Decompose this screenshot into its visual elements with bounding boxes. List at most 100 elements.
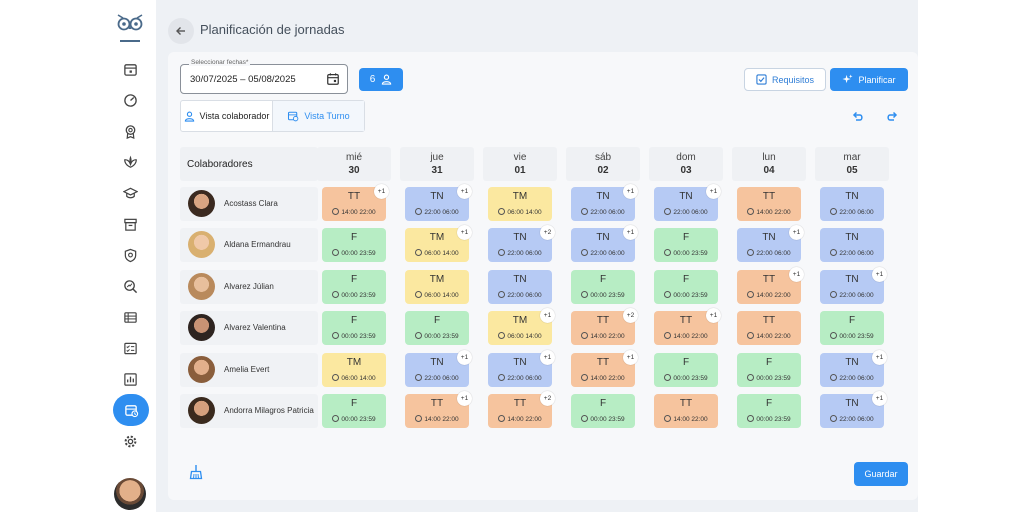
shift-cell[interactable]: F 00:00 23:59 xyxy=(571,394,635,428)
nav-award-icon[interactable] xyxy=(119,120,141,142)
shift-cell[interactable]: TT 14:00 22:00 xyxy=(654,394,718,428)
nav-shield-icon[interactable] xyxy=(119,244,141,266)
shift-badge[interactable]: +1 xyxy=(457,350,472,365)
shift-cell[interactable]: F 00:00 23:59 xyxy=(322,270,386,304)
planificar-button[interactable]: Planificar xyxy=(830,68,908,91)
shift-cell[interactable]: TT 14:00 22:00 +1 xyxy=(571,350,638,387)
nav-training-icon[interactable] xyxy=(119,182,141,204)
shift-cell[interactable]: F 00:00 23:59 xyxy=(322,228,386,262)
tab-vista-colaborador[interactable]: Vista colaborador xyxy=(181,101,273,131)
shift-cell[interactable]: TN 22:00 06:00 +1 xyxy=(737,225,804,262)
calendar-icon[interactable] xyxy=(326,72,340,86)
shift-cell[interactable]: TN 22:00 06:00 +1 xyxy=(571,184,638,221)
collaborator-row[interactable]: Aldana Ermandrau xyxy=(180,228,318,262)
shift-cell[interactable]: F 00:00 23:59 xyxy=(654,353,718,387)
shift-code: TT xyxy=(762,191,776,202)
shift-badge[interactable]: +1 xyxy=(540,308,555,323)
nav-reports-icon[interactable] xyxy=(119,368,141,390)
shift-cell[interactable]: TN 22:00 06:00 +1 xyxy=(488,350,555,387)
shift-cell[interactable]: F 00:00 23:59 xyxy=(322,394,386,428)
shift-code: TN xyxy=(845,398,859,409)
shift-cell[interactable]: TM 06:00 14:00 xyxy=(405,270,469,304)
nav-checklist-icon[interactable] xyxy=(119,337,141,359)
redo-icon[interactable] xyxy=(886,110,900,124)
shift-badge[interactable]: +1 xyxy=(374,184,389,199)
collaborator-row[interactable]: Alvarez Valentina xyxy=(180,311,318,345)
shift-cell[interactable]: TT 14:00 22:00 +2 xyxy=(488,391,555,428)
undo-icon[interactable] xyxy=(850,110,864,124)
shift-badge[interactable]: +1 xyxy=(872,267,887,282)
shift-cell[interactable]: TN 22:00 06:00 +1 xyxy=(405,184,472,221)
nav-archive-icon[interactable] xyxy=(119,213,141,235)
nav-wellness-icon[interactable] xyxy=(119,151,141,173)
shift-badge[interactable]: +1 xyxy=(457,225,472,240)
collaborators-count-button[interactable]: 6 xyxy=(359,68,403,91)
save-button[interactable]: Guardar xyxy=(854,462,908,486)
shift-cell[interactable]: F 00:00 23:59 xyxy=(654,270,718,304)
shift-cell[interactable]: F 00:00 23:59 xyxy=(571,270,635,304)
nav-settings-icon[interactable] xyxy=(119,430,141,452)
nav-dashboard-icon[interactable] xyxy=(119,89,141,111)
shift-code: TN xyxy=(596,191,610,202)
shift-badge[interactable]: +1 xyxy=(706,184,721,199)
shift-cell[interactable]: TN 22:00 06:00 +1 xyxy=(820,391,887,428)
shift-badge[interactable]: +1 xyxy=(457,184,472,199)
nav-search-analytics-icon[interactable] xyxy=(119,275,141,297)
shift-badge[interactable]: +1 xyxy=(789,225,804,240)
shift-badge[interactable]: +2 xyxy=(623,308,638,323)
user-avatar[interactable] xyxy=(114,478,146,510)
shift-cell[interactable]: F 00:00 23:59 xyxy=(737,353,801,387)
shift-cell[interactable]: TN 22:00 06:00 xyxy=(820,228,884,262)
shift-cell[interactable]: TN 22:00 06:00 +1 xyxy=(405,350,472,387)
shift-cell[interactable]: TN 22:00 06:00 +2 xyxy=(488,225,555,262)
nav-calendar-icon[interactable] xyxy=(119,58,141,80)
shift-cell[interactable]: TN 22:00 06:00 +1 xyxy=(571,225,638,262)
date-range-field[interactable]: Seleccionar fechas* 30/07/2025 – 05/08/2… xyxy=(180,59,348,94)
shift-badge[interactable]: +1 xyxy=(623,350,638,365)
shift-cell[interactable]: F 00:00 23:59 xyxy=(654,228,718,262)
broom-icon[interactable] xyxy=(188,464,204,480)
shift-badge[interactable]: +1 xyxy=(540,350,555,365)
shift-cell[interactable]: TM 06:00 14:00 xyxy=(322,353,386,387)
shift-cell[interactable]: TN 22:00 06:00 xyxy=(820,187,884,221)
shift-cell[interactable]: TM 06:00 14:00 xyxy=(488,187,552,221)
requisitos-button[interactable]: Requisitos xyxy=(744,68,826,91)
back-button[interactable] xyxy=(168,18,194,44)
shift-cell[interactable]: TM 06:00 14:00 +1 xyxy=(488,308,555,345)
shift-time-row: 06:00 14:00 xyxy=(488,332,552,340)
shift-cell[interactable]: F 00:00 23:59 xyxy=(820,311,884,345)
shift-cell[interactable]: TT 14:00 22:00 +1 xyxy=(654,308,721,345)
shift-cell[interactable]: TN 22:00 06:00 xyxy=(488,270,552,304)
shift-badge[interactable]: +1 xyxy=(706,308,721,323)
shift-cell[interactable]: TT 14:00 22:00 +1 xyxy=(737,267,804,304)
shift-badge[interactable]: +1 xyxy=(789,267,804,282)
shift-cell[interactable]: TN 22:00 06:00 +1 xyxy=(820,267,887,304)
shift-badge[interactable]: +1 xyxy=(457,391,472,406)
clock-icon xyxy=(747,374,755,381)
nav-schedule-icon[interactable] xyxy=(113,394,149,426)
shift-cell[interactable]: TT 14:00 22:00 xyxy=(737,187,801,221)
shift-badge[interactable]: +1 xyxy=(623,184,638,199)
tab-vista-turno[interactable]: Vista Turno xyxy=(273,101,364,131)
shift-cell[interactable]: TT 14:00 22:00 +1 xyxy=(322,184,389,221)
shift-badge[interactable]: +2 xyxy=(540,391,555,406)
shift-badge[interactable]: +1 xyxy=(872,391,887,406)
shift-cell[interactable]: F 00:00 23:59 xyxy=(737,394,801,428)
shift-cell[interactable]: TN 22:00 06:00 +1 xyxy=(654,184,721,221)
shift-cell[interactable]: TT 14:00 22:00 xyxy=(737,311,801,345)
shift-badge[interactable]: +2 xyxy=(540,225,555,240)
shift-badge[interactable]: +1 xyxy=(623,225,638,240)
shift-cell[interactable]: F 00:00 23:59 xyxy=(322,311,386,345)
shift-time-row: 14:00 22:00 xyxy=(654,332,718,340)
collaborator-row[interactable]: Andorra Milagros Patricia xyxy=(180,394,318,428)
shift-cell[interactable]: F 00:00 23:59 xyxy=(405,311,469,345)
collaborator-row[interactable]: Alvarez Júlian xyxy=(180,270,318,304)
shift-cell[interactable]: TN 22:00 06:00 +1 xyxy=(820,350,887,387)
shift-cell[interactable]: TM 06:00 14:00 +1 xyxy=(405,225,472,262)
shift-badge[interactable]: +1 xyxy=(872,350,887,365)
collaborator-row[interactable]: Amelia Evert xyxy=(180,353,318,387)
shift-cell[interactable]: TT 14:00 22:00 +2 xyxy=(571,308,638,345)
collaborator-row[interactable]: Acostass Clara xyxy=(180,187,318,221)
nav-list-icon[interactable] xyxy=(119,306,141,328)
shift-cell[interactable]: TT 14:00 22:00 +1 xyxy=(405,391,472,428)
